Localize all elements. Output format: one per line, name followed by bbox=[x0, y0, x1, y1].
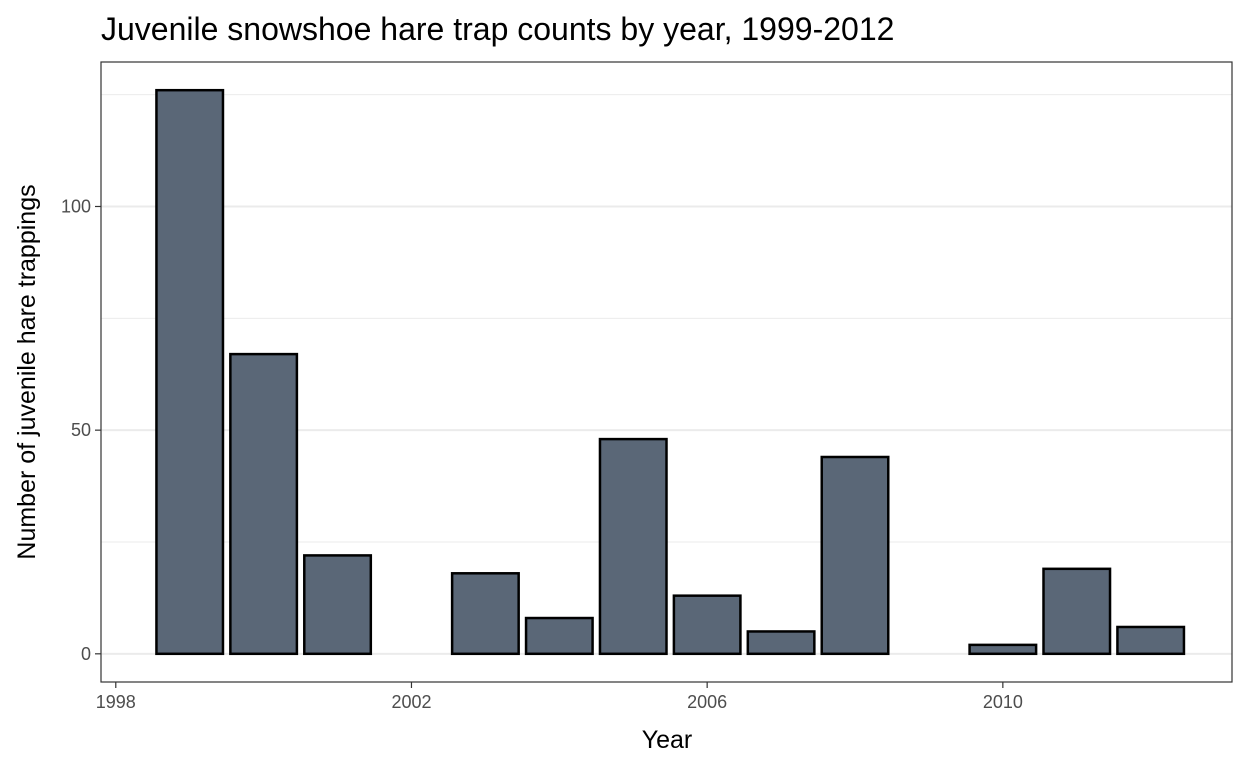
y-tick-label: 50 bbox=[71, 420, 91, 440]
y-axis-title: Number of juvenile hare trappings bbox=[13, 184, 41, 559]
x-tick-label: 2002 bbox=[391, 692, 431, 712]
bar-2007 bbox=[746, 630, 816, 656]
x-axis-title: Year bbox=[642, 726, 693, 754]
x-tick-label: 2006 bbox=[687, 692, 727, 712]
y-tick-label: 100 bbox=[61, 196, 91, 216]
bar-2001 bbox=[303, 554, 373, 656]
y-tick-label: 0 bbox=[81, 644, 91, 664]
bars bbox=[155, 88, 1186, 656]
x-tick-label: 2010 bbox=[983, 692, 1023, 712]
bar-2000 bbox=[229, 352, 299, 656]
bar-2005 bbox=[598, 437, 668, 656]
bar-2003 bbox=[450, 572, 520, 656]
bar-2008 bbox=[820, 455, 890, 656]
bar-2011 bbox=[1042, 567, 1112, 656]
bar-2004 bbox=[524, 616, 594, 656]
bar-1999 bbox=[155, 88, 225, 656]
chart-title: Juvenile snowshoe hare trap counts by ye… bbox=[101, 11, 894, 47]
bar-2012 bbox=[1116, 625, 1186, 656]
x-tick-label: 1998 bbox=[96, 692, 136, 712]
axes: 1998 2002 2006 2010 0 50 100 bbox=[61, 196, 1023, 712]
bar-2010 bbox=[968, 643, 1038, 656]
bar-2006 bbox=[672, 594, 742, 656]
panel-border bbox=[100, 61, 1233, 683]
